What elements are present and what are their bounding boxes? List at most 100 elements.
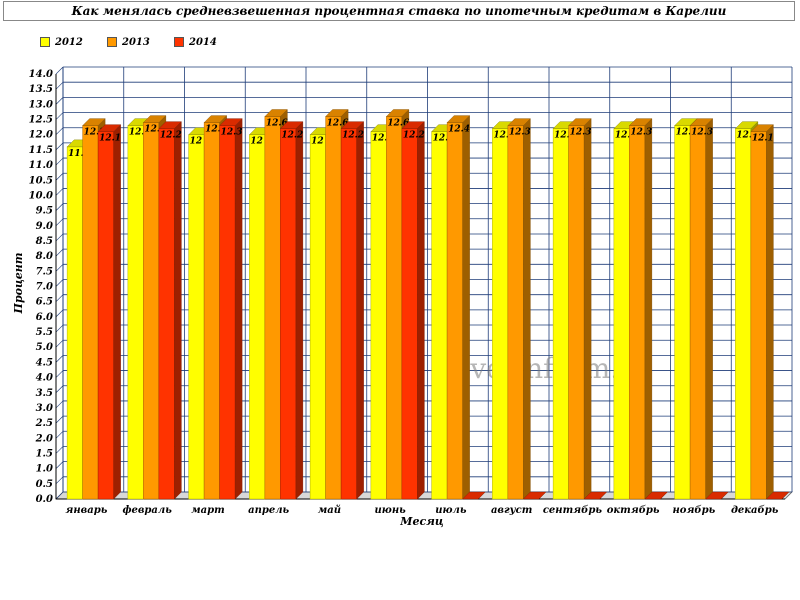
gridline-y-depth (55, 248, 64, 257)
bar-top-2014-декабрь (765, 491, 790, 500)
bar-top-2013-январь (82, 118, 106, 126)
bar-2012-апрель (249, 134, 266, 500)
bar-2014-январь (97, 131, 114, 500)
gridline-y-depth (55, 218, 64, 226)
bar-top-2014-октябрь (644, 491, 668, 500)
gridline-y-depth (55, 66, 64, 75)
bar-2012-июнь (370, 131, 387, 500)
bar-top-2013-март (203, 115, 228, 123)
data-label: 12.2 (493, 131, 515, 141)
gridline-y-depth (55, 309, 64, 318)
y-tick-label: 4.0 (36, 373, 53, 384)
y-tick-label: 9.5 (36, 206, 53, 217)
gridline-y-depth (55, 97, 64, 105)
legend-item-2012: 2012 (40, 35, 107, 49)
data-label: 12.4 (144, 125, 166, 135)
y-tick-label: 8.5 (36, 236, 53, 247)
y-tick-label: 10.5 (29, 175, 53, 186)
gridline-y-depth (55, 112, 64, 120)
bar-top-2013-апрель (264, 109, 288, 117)
y-tick-label: 1.5 (36, 448, 53, 459)
bar-top-2014-сентябрь (583, 491, 608, 500)
y-tick-label: 0.0 (36, 494, 53, 505)
bar-2012-февраль (127, 125, 144, 500)
data-label: 12.1 (752, 134, 774, 144)
bar-2012-май (309, 134, 326, 500)
y-tick-label: 6.5 (36, 297, 53, 308)
y-tick-label: 12.5 (29, 115, 53, 126)
bar-top-2014-июль (462, 491, 486, 500)
bar-2014-май (340, 128, 357, 500)
bar-2013-сентябрь (568, 125, 585, 500)
data-label: 12.2 (281, 131, 303, 141)
bar-top-2014-июнь (401, 121, 425, 129)
gridline-y-depth (55, 142, 64, 151)
gridline-y-depth (55, 446, 64, 454)
bar-side-2014-июнь (417, 121, 425, 500)
legend-item-2014: 2014 (174, 35, 241, 49)
gridline-y-depth (55, 188, 64, 196)
legend-swatch-2012 (40, 37, 50, 47)
data-label: 12.6 (387, 119, 410, 129)
data-label: 12.2 (403, 131, 425, 141)
data-label: 12.3 (509, 128, 531, 138)
bar-2013-апрель (264, 116, 281, 500)
bar-top-2014-август (522, 491, 547, 500)
bar-2012-июль (431, 131, 448, 500)
bar-2012-август (492, 128, 509, 500)
bar-2012-ноябрь (674, 125, 691, 500)
x-tick-label: апрель (248, 505, 289, 516)
gridline-y-depth (55, 173, 64, 181)
gridline-y-depth (55, 233, 64, 242)
bar-top-2013-февраль (142, 115, 167, 123)
data-label: 12.3 (129, 128, 151, 138)
y-tick-label: 6.0 (36, 312, 53, 323)
bar-side-2014-март (234, 118, 243, 500)
data-label: 12.3 (570, 128, 592, 138)
y-tick-label: 7.0 (36, 282, 53, 293)
data-label: 12.3 (676, 128, 698, 138)
y-tick-label: 11.0 (29, 160, 53, 171)
gridline-y-depth (55, 415, 64, 424)
bar-side-2013-август (523, 118, 531, 500)
x-tick-label: май (318, 505, 341, 516)
bar-top-2013-июль (446, 115, 471, 123)
bar-2013-июнь (386, 116, 403, 500)
bar-top-2012-декабрь (734, 121, 759, 129)
y-tick-label: 3.0 (36, 403, 53, 414)
data-label: 12.1 (99, 134, 121, 144)
gridline-y-depth (55, 400, 64, 409)
bar-top-2013-август (507, 118, 531, 126)
bar-2014-июнь (401, 128, 418, 500)
bar-top-2013-ноябрь (689, 118, 714, 126)
bar-side-2014-январь (113, 124, 121, 500)
legend-item-2013: 2013 (107, 35, 174, 49)
gridline-y-depth (55, 476, 64, 485)
gridline-y-depth (55, 81, 64, 90)
bar-2014-март (219, 125, 236, 500)
bar-2013-июль (446, 122, 463, 500)
bar-side-2014-апрель (295, 121, 304, 500)
legend-swatch-2014 (174, 37, 184, 47)
bar-2013-май (325, 116, 342, 500)
data-label: 12.2 (160, 131, 182, 141)
bar-2012-декабрь (735, 128, 752, 500)
bar-2014-февраль (158, 128, 175, 500)
legend: 2012 2013 2014 (40, 35, 241, 49)
legend-label-2012: 2012 (55, 36, 83, 48)
bar-side-2014-май (356, 121, 364, 500)
bar-top-2013-октябрь (628, 118, 653, 126)
y-tick-label: 3.5 (36, 388, 53, 399)
data-label: 12.3 (630, 128, 652, 138)
data-label: 12.6 (327, 119, 350, 129)
bar-top-2014-февраль (158, 121, 182, 129)
gridline-y-depth (55, 203, 64, 211)
bar-top-2014-апрель (279, 121, 304, 129)
y-tick-label: 1.0 (36, 464, 53, 475)
bar-top-2014-май (340, 121, 365, 129)
x-tick-label: ноябрь (673, 505, 716, 516)
bar-side-2013-июль (462, 115, 470, 500)
y-tick-label: 11.5 (29, 145, 53, 156)
data-label: 12.3 (691, 128, 713, 138)
